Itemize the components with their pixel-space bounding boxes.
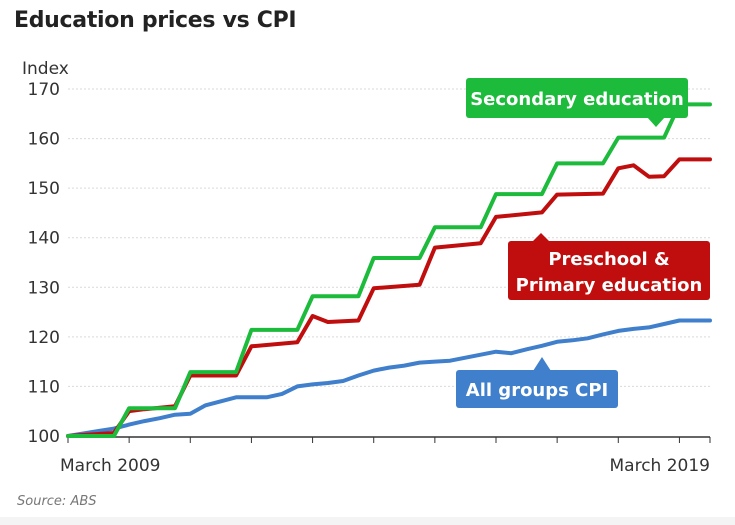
callout-label: Secondary education [470,89,684,110]
chart-title: Education prices vs CPI [14,8,297,33]
callout-box [508,241,710,300]
source-note: Source: ABS [17,494,97,509]
y-tick-label: 170 [28,80,60,100]
callout-box [456,370,618,408]
y-tick-label: 130 [28,278,60,298]
y-tick-labels: 100 110 120 130 140 150 160 170 [28,80,60,447]
callout-secondary-education: Secondary education [466,78,688,127]
x-tick-label: March 2009 [60,456,161,476]
callout-label: Preschool & [548,249,669,270]
callout-label: All groups CPI [466,380,608,401]
callout-pointer [647,117,665,127]
gridlines [68,88,710,387]
y-tick-label: 160 [28,130,60,150]
y-tick-label: 140 [28,229,60,249]
callout-pointer [532,233,550,242]
callout-preschool-primary-education: Preschool & Primary education [508,233,710,300]
y-axis-label: Index [22,59,69,79]
y-tick-label: 100 [28,427,60,447]
x-axis: March 2009 March 2019 [60,436,711,476]
series-callouts: Secondary education Preschool & Primary ed… [456,78,710,408]
series-line-secondary-education [66,102,712,438]
y-tick-label: 110 [28,377,60,397]
y-tick-label: 120 [28,328,60,348]
callout-label: Primary education [516,275,703,296]
callout-box [466,78,688,118]
series-lines [66,102,712,438]
footer-band [0,517,735,525]
callout-all-groups-cpi: All groups CPI [456,357,618,408]
callout-pointer [533,357,551,371]
series-line-all-groups-cpi [66,318,712,438]
x-tick-label: March 2019 [610,456,711,476]
y-tick-label: 150 [28,179,60,199]
